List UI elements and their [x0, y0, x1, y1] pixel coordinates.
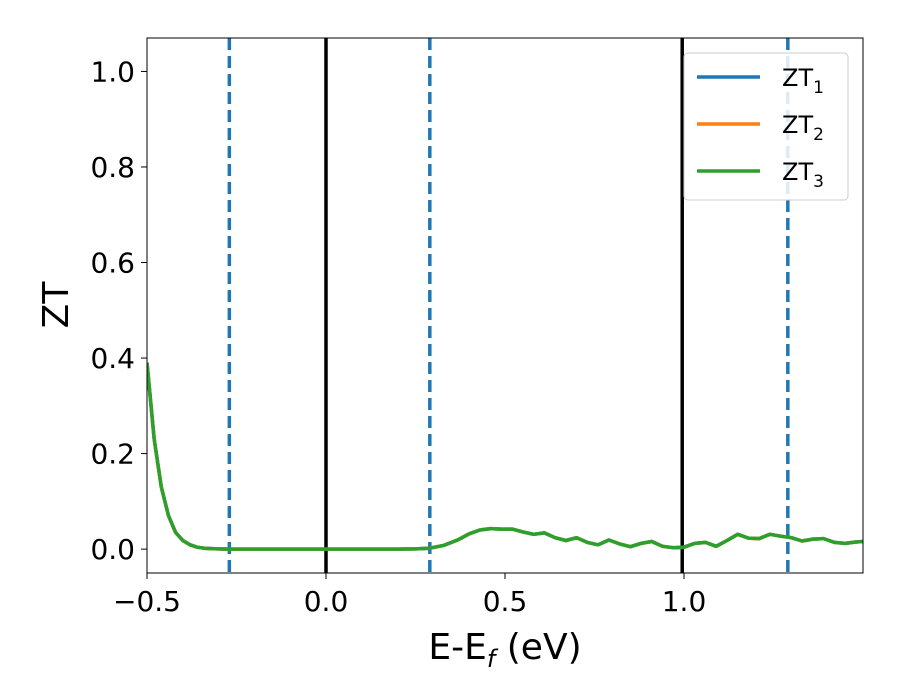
- reference-lines: [227, 38, 790, 573]
- y-tick-label: 0.2: [90, 438, 135, 471]
- legend-box: [683, 52, 849, 201]
- series-line-1: [147, 362, 863, 551]
- legend-label-2: ZT2: [782, 111, 824, 145]
- x-tick-label: 1.0: [662, 585, 707, 618]
- y-tick-label: 0.4: [90, 342, 135, 375]
- y-tick-label: 1.0: [90, 55, 135, 88]
- y-axis-label: ZT: [36, 281, 77, 329]
- legend-label-3: ZT3: [782, 158, 824, 192]
- series-line-2: [147, 362, 863, 551]
- y-axis-ticks: 0.0 0.2 0.4 0.6 0.8 1.0: [90, 55, 147, 566]
- x-tick-label: −0.5: [113, 585, 181, 618]
- series-layer: [147, 362, 863, 551]
- x-tick-label: 0.0: [304, 585, 349, 618]
- x-axis-ticks: −0.5 0.0 0.5 1.0: [113, 573, 706, 618]
- y-tick-label: 0.8: [90, 151, 135, 184]
- y-tick-label: 0.6: [90, 247, 135, 280]
- series-line-3: [147, 362, 863, 551]
- y-tick-label: 0.0: [90, 533, 135, 566]
- x-tick-label: 0.5: [483, 585, 528, 618]
- legend: ZT1 ZT2 ZT3: [683, 52, 849, 201]
- legend-label-1: ZT1: [782, 64, 824, 98]
- x-axis-label: E-Ef (eV): [428, 627, 581, 673]
